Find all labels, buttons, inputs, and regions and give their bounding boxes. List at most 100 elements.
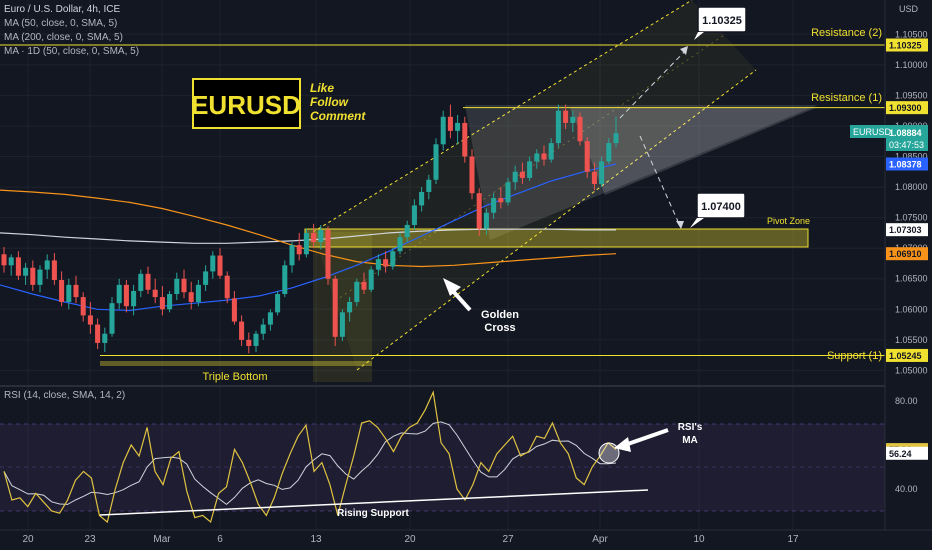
candle-body <box>447 116 453 131</box>
candle-body <box>195 284 201 302</box>
candle-body <box>469 156 475 194</box>
candle-body <box>548 143 554 160</box>
candle-body <box>246 339 252 346</box>
symbol-tag-bg <box>850 125 886 138</box>
channel-upper-line <box>312 0 693 233</box>
rsi-ma-line <box>3 421 617 506</box>
candle-body <box>476 193 482 229</box>
candle-body <box>181 278 187 293</box>
rsi-ma-label-1: RSI's <box>678 422 703 433</box>
candle-body <box>303 232 309 255</box>
candle-body <box>8 257 14 266</box>
candle-body <box>584 141 590 172</box>
ma200-tag: 1.06910 <box>889 249 922 259</box>
candle-body <box>555 110 561 144</box>
candle-body <box>505 182 511 203</box>
golden-cross-arrow <box>450 288 472 312</box>
golden-cross-label-2: Cross <box>484 322 515 334</box>
countdown-tag: 03:47:53 <box>889 140 924 150</box>
candle-body <box>404 224 410 238</box>
candle-body <box>289 245 295 266</box>
candle-body <box>174 278 180 295</box>
time-tick-label: Mar <box>153 534 171 545</box>
resistance-2-label: Resistance (2) <box>811 27 882 39</box>
symbol-tag: EURUSD <box>853 127 892 137</box>
candle-body <box>311 232 317 243</box>
rsi-ma-label-2: MA <box>682 435 698 446</box>
candle-body <box>347 301 353 313</box>
candle-body <box>260 324 266 334</box>
candle-body <box>541 153 547 160</box>
candle-body <box>231 298 237 322</box>
time-tick-label: 23 <box>84 534 96 545</box>
candle-body <box>411 205 417 225</box>
candle-body <box>361 281 367 290</box>
price-tick-label: 1.10500 <box>895 29 928 39</box>
wedge-pattern <box>570 107 818 195</box>
candle-body <box>527 161 533 178</box>
rsi-ma-highlight <box>598 442 620 464</box>
candle-body <box>131 290 137 307</box>
candle-body <box>30 267 36 285</box>
price-tick-label: 1.06500 <box>895 274 928 284</box>
candle-body <box>591 171 597 185</box>
support-1-tag-bg <box>886 348 928 362</box>
candle-body <box>116 284 122 304</box>
candle-body <box>325 229 331 279</box>
candle-body <box>383 259 389 267</box>
rising-support-label: Rising Support <box>337 508 409 519</box>
candle-body <box>332 278 338 337</box>
projection-down-arrowhead <box>676 221 684 229</box>
time-tick-label: Apr <box>592 534 608 545</box>
time-tick-label: 13 <box>310 534 322 545</box>
candle-body <box>15 257 21 276</box>
candle-body <box>318 229 324 243</box>
candle-body <box>87 315 93 325</box>
candle-body <box>23 267 29 276</box>
candle-body <box>483 212 489 229</box>
triple-bottom-band <box>100 361 372 366</box>
rsi-band <box>0 424 885 511</box>
ma1d-legend: MA · 1D (50, close, 0, SMA, 5) <box>4 46 140 57</box>
candle-body <box>570 116 576 123</box>
candle-body <box>440 116 446 145</box>
resistance-1-tag: 1.09300 <box>889 103 922 113</box>
symbol-title: Euro / U.S. Dollar, 4h, ICE <box>4 4 121 15</box>
support-1-tag: 1.05245 <box>889 351 922 361</box>
candle-body <box>51 260 57 280</box>
candle-body <box>462 122 468 157</box>
candle-body <box>224 275 230 299</box>
pivot-zone-label: Pivot Zone <box>767 216 810 226</box>
candle-body <box>390 251 396 267</box>
rsi-line <box>3 390 617 524</box>
candle-body <box>80 297 86 316</box>
price-tick-label: 1.10000 <box>895 60 928 70</box>
candle-body <box>167 294 173 310</box>
current-price-tag: 1.08884 <box>889 128 922 138</box>
cta-comment: Comment <box>310 109 366 123</box>
logo-text: EURUSD <box>191 90 301 120</box>
resistance-1-label: Resistance (1) <box>811 92 882 104</box>
price-tick-label: 1.06000 <box>895 304 928 314</box>
candle-body <box>426 179 432 192</box>
candle-body <box>498 198 504 203</box>
candle-body <box>491 198 497 213</box>
eurusd-logo: EURUSD Like Follow Comment <box>191 78 366 129</box>
projection-up-arrowhead <box>680 46 688 55</box>
ma1d-tag-bg <box>886 223 928 237</box>
channel-lower-line <box>356 69 757 371</box>
candle-body <box>102 333 108 343</box>
time-tick-label: 6 <box>217 534 223 545</box>
chart-legend: Euro / U.S. Dollar, 4h, ICE MA (50, clos… <box>4 3 139 59</box>
candle-body <box>534 153 540 162</box>
resistance-1-tag-bg <box>886 101 928 115</box>
candle-body <box>253 333 259 346</box>
time-axis: 20 23 Mar 6 13 20 27 Apr 10 17 <box>22 534 799 545</box>
candle-body <box>159 297 165 310</box>
currency-label: USD <box>898 4 918 14</box>
target-low-label: 1.07400 <box>701 201 741 213</box>
resistance-2-tag-bg <box>886 38 928 52</box>
rising-channel-fill <box>313 0 756 370</box>
projection-down-arrow <box>639 135 681 227</box>
